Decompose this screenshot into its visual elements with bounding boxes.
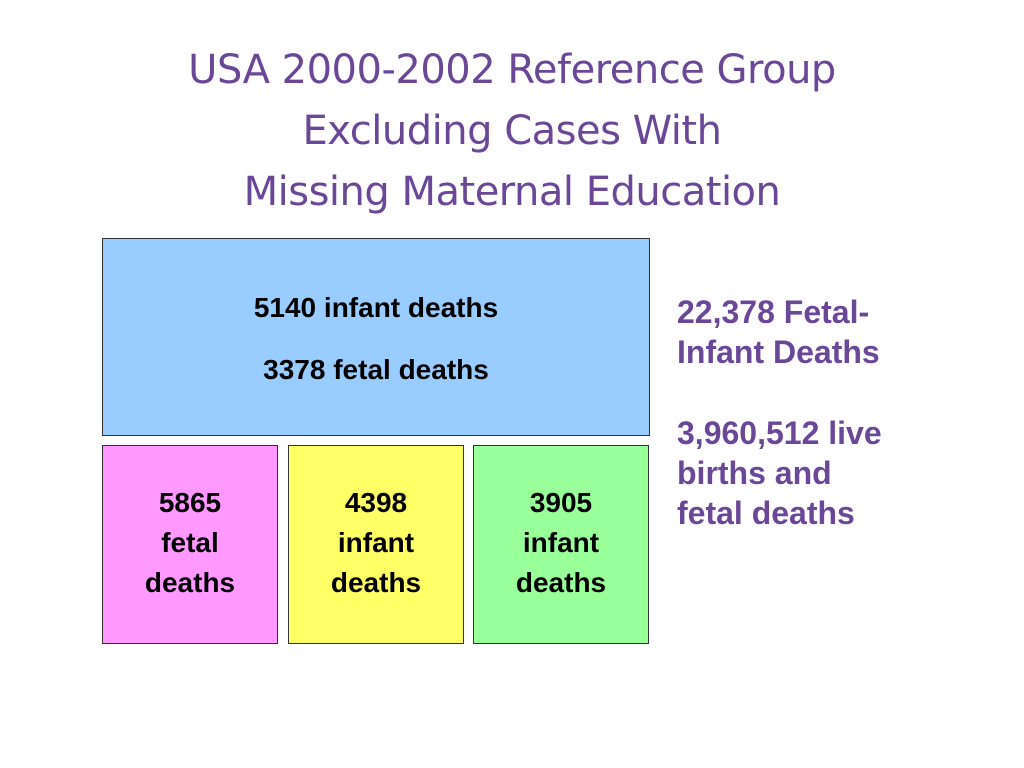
title-line-2: Excluding Cases With bbox=[302, 108, 722, 154]
side-block1-line1: 22,378 Fetal- bbox=[677, 294, 870, 330]
top-box-ppr-component: 5140 infant deaths 3378 fetal deaths bbox=[102, 238, 650, 436]
side-block2-line3: fetal deaths bbox=[677, 495, 855, 531]
box-newborn-care-word1: infant bbox=[337, 526, 415, 558]
top-box-fetal-deaths: 3378 fetal deaths bbox=[263, 354, 489, 385]
box-maternal-health-word2: deaths bbox=[144, 566, 236, 598]
side-live-births-and-fetal-deaths: 3,960,512 live births and fetal deaths bbox=[677, 413, 977, 533]
box-infant-health-word2: deaths bbox=[515, 566, 607, 598]
box-infant-health-number: 3905 bbox=[529, 486, 593, 518]
side-block2-line1: 3,960,512 live bbox=[677, 415, 882, 451]
box-newborn-care-word2: deaths bbox=[330, 566, 422, 598]
box-newborn-care-infant: 4398 infant deaths bbox=[288, 445, 464, 644]
title-line-1: USA 2000-2002 Reference Group bbox=[188, 47, 836, 93]
top-box-infant-deaths: 5140 infant deaths bbox=[253, 292, 499, 323]
box-maternal-health-number: 5865 bbox=[158, 486, 222, 518]
slide-title: USA 2000-2002 Reference Group Excluding … bbox=[0, 40, 1024, 223]
title-line-3: Missing Maternal Education bbox=[243, 169, 781, 215]
box-infant-health-infant: 3905 infant deaths bbox=[473, 445, 649, 644]
box-maternal-health-fetal: 5865 fetal deaths bbox=[102, 445, 278, 644]
box-maternal-health-word1: fetal bbox=[161, 526, 219, 558]
side-block1-line2: Infant Deaths bbox=[677, 334, 880, 370]
side-block2-line2: births and bbox=[677, 455, 832, 491]
box-infant-health-word1: infant bbox=[522, 526, 600, 558]
side-total-fetal-infant-deaths: 22,378 Fetal- Infant Deaths bbox=[677, 292, 977, 372]
box-newborn-care-number: 4398 bbox=[344, 486, 408, 518]
